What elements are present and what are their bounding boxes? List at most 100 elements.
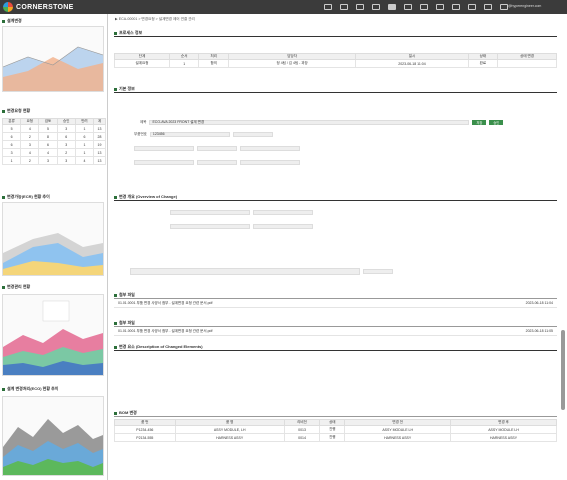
title-input[interactable]: ECO-AVA 2023 FRONT 설계 변경	[149, 120, 470, 125]
reason-input[interactable]	[130, 268, 360, 275]
chart-area-2	[2, 202, 104, 276]
attach-date: 2023-06-18 11:05	[525, 329, 553, 333]
cell: 2	[56, 148, 76, 157]
nav-icon-6[interactable]	[404, 4, 412, 10]
scrollbar[interactable]	[561, 330, 565, 410]
sidebar-panel-eco: 설계 변경처리(ECO) 현황 추이	[2, 386, 106, 392]
nav-icon-9[interactable]	[452, 4, 460, 10]
cell: 3	[56, 124, 76, 133]
section-title: 변경 요소 (Description of Changed Elements)	[119, 344, 203, 349]
attach-filename[interactable]: 01.01.0001 부품 변경 사양서 첨부 - 설계변경 요청 관련 문서.…	[118, 328, 213, 333]
cell: 정 4팀 / 김 4팀 - 과장	[227, 59, 357, 68]
logo[interactable]: CORNERSTONE	[3, 2, 74, 12]
table-row[interactable]: 3 4 4 2 1 13	[1, 148, 106, 157]
cell: 13	[93, 124, 106, 133]
cell: HARNESS ASSY	[174, 433, 285, 442]
cell: 합의	[198, 59, 229, 68]
part-input[interactable]: 123456	[149, 132, 230, 137]
cell: HARNESS ASSY	[450, 433, 557, 442]
table-row[interactable]: 1 2 3 3 4 13	[1, 156, 106, 165]
cell: 진행	[319, 433, 346, 442]
cell: 1	[1, 156, 22, 165]
nav-icon-1[interactable]	[324, 4, 332, 10]
table-row[interactable]: 6 2 8 6 6 28	[1, 132, 106, 141]
cell: 3	[56, 156, 76, 165]
bom-section: BOM 변경 품 번 품 명 리비전 상태 변경 전 변경 후 P1234-45…	[114, 410, 557, 442]
user-account[interactable]: @hyperengineer.com	[508, 4, 542, 8]
cell: 1	[168, 59, 200, 68]
field[interactable]	[170, 210, 250, 215]
nav-icon-7[interactable]	[420, 4, 428, 10]
field[interactable]	[240, 160, 300, 165]
cell: 3	[1, 148, 22, 157]
main-content: ▶ ECA-00001 > 변경요청 > 설계변경 제어 연결 관리 프로세스 …	[110, 14, 567, 480]
title-label: 제목	[140, 120, 147, 124]
cell: 13	[93, 148, 106, 157]
process-section: 프로세스 정보 단계 순서 처리 담당자 일시 상태 상태 변경 설계요청 1 …	[114, 30, 557, 68]
field[interactable]	[363, 269, 393, 274]
nav-icon-12[interactable]	[500, 4, 508, 10]
table-row[interactable]: P1234-456 ASSY MODULE, LH 0013 진행 ASSY M…	[114, 425, 557, 434]
nav-icon-2[interactable]	[340, 4, 348, 10]
cell: ASSY MODULE LH	[344, 425, 452, 434]
cell: 13	[93, 156, 106, 165]
field[interactable]	[197, 146, 237, 151]
top-bar: CORNERSTONE @hyperengineer.com	[0, 0, 567, 14]
cell: 2	[20, 132, 40, 141]
section-title: BOM 변경	[119, 410, 137, 415]
attach-filename[interactable]: 01.01.0001 부품 변경 사양서 첨부 - 설계변경 요청 관련 문서.…	[118, 300, 213, 305]
panel-title: 변경요청 현황	[7, 108, 31, 113]
panel-title: 설계변경	[7, 18, 22, 23]
stacked-chart-2	[3, 419, 103, 475]
cell: 3	[38, 156, 58, 165]
area-chart	[2, 46, 104, 91]
field[interactable]	[134, 160, 194, 165]
panel-title: 변경가능(ECR) 현황 추이	[7, 194, 50, 199]
elements-section: 변경 요소 (Description of Changed Elements)	[114, 344, 557, 351]
cell: 0013	[283, 425, 321, 434]
table-row[interactable]: P2134-555 HARNESS ASSY 0014 진행 HARNESS A…	[114, 433, 557, 442]
cell: 6	[74, 132, 95, 141]
field[interactable]	[134, 146, 194, 151]
field[interactable]	[232, 132, 273, 137]
cell: P2134-555	[114, 433, 176, 442]
nav-icon-3[interactable]	[356, 4, 364, 10]
sidebar-panel-request: 변경요청 현황 분류 요청 검토 승인 반려 계 5 4 5 3 1 13 6 2 8 6 6 28…	[1, 108, 106, 165]
table-row[interactable]: 5 4 5 3 1 13	[1, 124, 106, 133]
cell: 4	[20, 148, 40, 157]
section-title: 변경 개요 (Overview of Change)	[119, 194, 178, 199]
chart-area-1	[2, 26, 104, 92]
brand-name: CORNERSTONE	[16, 3, 74, 11]
reason-row	[130, 268, 393, 275]
stacked-chart	[3, 300, 103, 375]
nav-icon-5[interactable]	[388, 4, 396, 10]
table-row[interactable]: 설계요청 1 합의 정 4팀 / 김 4팀 - 과장 2023-06-18 11…	[114, 59, 557, 68]
cell: ASSY MODULE, LH	[174, 425, 285, 434]
section-icon	[114, 87, 117, 91]
sidebar-panel-ecr: 변경가능(ECR) 현황 추이	[2, 194, 106, 200]
field[interactable]	[253, 224, 313, 229]
nav-icon-11[interactable]	[484, 4, 492, 10]
field[interactable]	[253, 210, 313, 215]
attach-section-2: 첨부 파일 01.01.0001 부품 변경 사양서 첨부 - 설계변경 요청 …	[114, 320, 557, 336]
attach-section: 첨부 파일 01.01.0001 부품 변경 사양서 첨부 - 설계변경 요청 …	[114, 292, 557, 308]
nav-icon-4[interactable]	[372, 4, 380, 10]
cell: 28	[93, 132, 106, 141]
field[interactable]	[197, 160, 237, 165]
cell: 4	[38, 148, 58, 157]
summary-row-2	[170, 224, 313, 229]
cell: 4	[20, 124, 40, 133]
nav-icon-8[interactable]	[436, 4, 444, 10]
approve-button[interactable]: 승인	[489, 120, 504, 125]
save-button[interactable]: 저장	[472, 120, 487, 125]
panel-icon	[2, 19, 5, 23]
field[interactable]	[240, 146, 300, 151]
cell: 진행	[319, 425, 346, 434]
table-row[interactable]: 6 3 6 3 1 19	[1, 140, 106, 149]
cell: 6	[38, 140, 58, 149]
field[interactable]	[170, 224, 250, 229]
nav-icon-10[interactable]	[468, 4, 476, 10]
cell	[497, 59, 557, 68]
sidebar-panel-manage: 변경관리 현황	[2, 284, 106, 290]
